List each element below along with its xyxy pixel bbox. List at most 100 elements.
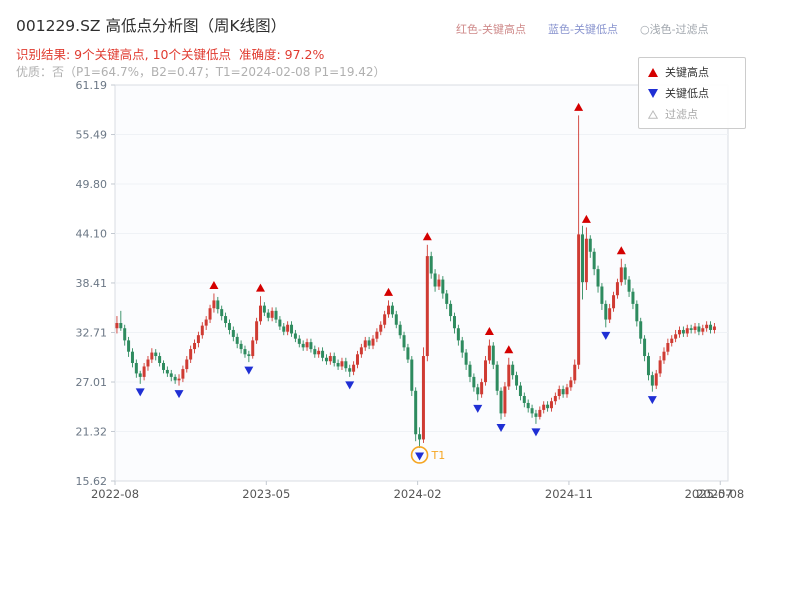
candle-body (297, 338, 301, 344)
candle-body (561, 389, 565, 395)
key-low-marker (496, 423, 506, 432)
candle-body (639, 321, 643, 339)
y-tick-label: 15.62 (76, 475, 108, 488)
candle-body (305, 342, 309, 348)
x-tick-label: 2024-11 (545, 487, 593, 501)
candle-body (216, 300, 220, 310)
candle-body (321, 350, 325, 358)
y-tick-label: 44.10 (76, 228, 108, 241)
candle-body (406, 347, 410, 360)
candle-body (712, 326, 716, 330)
candle-body (511, 364, 515, 376)
candle-body (352, 364, 356, 372)
top-legend-key-low-label: 蓝色-关键低点 (547, 23, 618, 36)
candle-body (487, 345, 491, 361)
candle-body (658, 360, 662, 374)
candle-body (604, 303, 608, 320)
candle-body (278, 319, 282, 327)
candle-body (200, 325, 204, 336)
candle-body (189, 349, 193, 360)
candle-body (328, 356, 332, 362)
top-legend: 红色-关键高点 蓝色-关键低点 ○浅色-过滤点 (456, 21, 709, 37)
x-tick-label: 2023-05 (242, 487, 290, 501)
candle-body (130, 351, 134, 363)
candle-body (290, 324, 294, 334)
candle-body (418, 434, 422, 440)
key-high-triangle-icon (648, 67, 658, 77)
candle-body (534, 413, 538, 417)
candle-body (650, 375, 654, 386)
page-title: 001229.SZ 高低点分析图（周K线图） (16, 17, 287, 35)
candle-body (286, 324, 290, 332)
candle-body (697, 326, 701, 332)
candle-body (251, 340, 255, 357)
candle-body (553, 396, 557, 402)
top-legend-filtered-label: ○浅色-过滤点 (639, 23, 709, 36)
candle-body (383, 314, 387, 325)
key-low-marker (345, 381, 355, 390)
candle-body (270, 310, 274, 318)
key-low-marker (174, 390, 184, 399)
candle-body (441, 279, 445, 294)
candle-body (472, 376, 476, 388)
candle-body (542, 404, 546, 410)
candle-body (398, 324, 402, 336)
candle-body (592, 251, 596, 270)
candle-body (495, 364, 499, 391)
legend-item-label: 关键低点 (665, 87, 709, 100)
candle-body (394, 314, 398, 325)
y-tick-label: 21.32 (76, 425, 108, 438)
candle-body (158, 356, 162, 363)
candle-body (476, 387, 480, 395)
candle-body (464, 352, 468, 365)
candle-body (709, 324, 713, 330)
candle-body (631, 291, 635, 304)
candle-body (456, 328, 460, 341)
y-tick-label: 49.80 (76, 178, 108, 191)
key-high-marker (504, 345, 514, 354)
candle-body (239, 343, 243, 350)
key-low-marker (647, 396, 657, 405)
t1-circle-annotation (410, 446, 429, 464)
key-high-marker (581, 214, 591, 223)
x-tick-label: 2022-08 (91, 487, 139, 501)
y-tick-label: 55.49 (76, 129, 108, 142)
candle-body (678, 329, 682, 335)
t1-label: T1 (431, 449, 446, 462)
key-low-triangle-icon (648, 88, 658, 98)
candle-body (243, 349, 247, 355)
key-high-marker (422, 232, 432, 241)
candle-body (433, 273, 437, 287)
candle-body (596, 269, 600, 287)
candle-body (437, 279, 441, 287)
candle-body (212, 300, 216, 309)
candle-body (262, 305, 266, 313)
key-high-marker (484, 327, 494, 336)
candle-body (227, 323, 231, 330)
candle-body (449, 303, 453, 317)
candle-body (643, 338, 647, 357)
candle-body (507, 364, 511, 387)
candle-body (355, 354, 359, 365)
candle-body (662, 351, 666, 361)
candle-body (530, 408, 534, 414)
legend-item-key-high: 关键高点 (648, 64, 736, 80)
candle-body (503, 386, 507, 414)
candle-body (375, 331, 379, 339)
key-low-marker (531, 428, 541, 437)
candle-body (402, 335, 406, 348)
candle-body (615, 282, 619, 296)
candle-body (654, 373, 658, 386)
quality-line: 优质：否（P1=64.7%，B2=0.47；T1=2024-02-08 P1=1… (16, 65, 386, 79)
candle-body (588, 238, 592, 252)
legend-item-filtered: 过滤点 (648, 106, 736, 122)
candle-body (309, 342, 313, 350)
candle-body (313, 349, 317, 355)
candle-body (565, 387, 569, 395)
candle-body (247, 354, 251, 357)
candle-body (546, 404, 550, 409)
candle-body (301, 343, 305, 348)
key-low-marker (415, 452, 425, 461)
